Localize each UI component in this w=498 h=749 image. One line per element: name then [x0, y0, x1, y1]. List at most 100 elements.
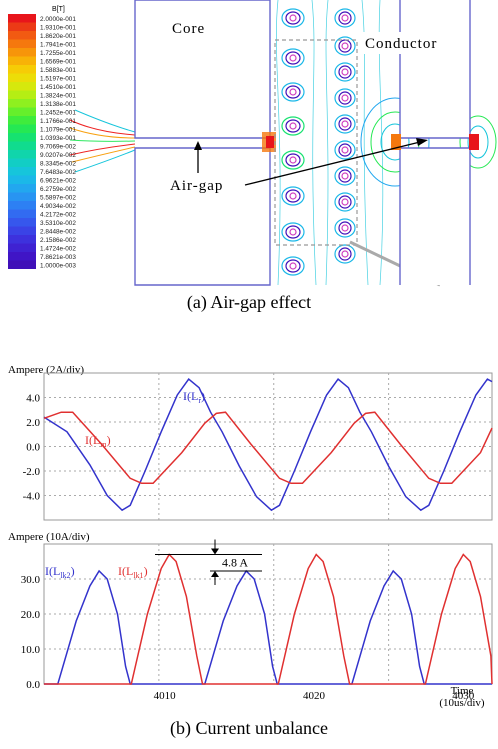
- legend-label: 3.5310e-002: [40, 220, 76, 227]
- legend-label: 2.8448e-002: [40, 229, 76, 236]
- label-airgap: Air-gap: [170, 178, 223, 194]
- legend-swatch: [8, 235, 36, 244]
- coil-region-dashed-box: [274, 39, 358, 246]
- y-tick-label: 30.0: [21, 574, 41, 586]
- coil-column-1: [281, 8, 305, 276]
- legend-label: 1.7255e-001: [40, 50, 76, 57]
- legend-label: 4.9034e-002: [40, 203, 76, 210]
- legend-label: 1.1766e-001: [40, 118, 76, 125]
- legend-label: 1.3824e-001: [40, 93, 76, 100]
- legend-swatch: [8, 39, 36, 48]
- legend-label: 6.9621e-002: [40, 178, 76, 185]
- y-tick-label: 0.0: [26, 442, 40, 454]
- y-tick-label: -2.0: [23, 466, 41, 478]
- x-tick-label: 4010: [154, 690, 177, 702]
- legend-label: 1.5883e-001: [40, 67, 76, 74]
- legend-label: 1.1079e-001: [40, 127, 76, 134]
- legend-swatch: [8, 116, 36, 125]
- series-label-sub: r: [198, 396, 201, 405]
- arrow-airgap-right: [244, 141, 421, 186]
- series-label-sub: lk2: [60, 571, 70, 580]
- label-conductor-bg: [362, 32, 458, 54]
- legend-label: 9.0207e-002: [40, 152, 76, 159]
- y-tick-label: 2.0: [26, 417, 40, 429]
- y-tick-label: 0.0: [26, 679, 40, 691]
- legend-label: 5.5897e-002: [40, 195, 76, 202]
- legend-label: 1.0393e-001: [40, 135, 76, 142]
- legend-swatch: [8, 124, 36, 133]
- legend-swatch: [8, 141, 36, 150]
- legend-title: B[T]: [52, 6, 65, 13]
- legend-label: 1.3138e-001: [40, 101, 76, 108]
- legend-swatch: [8, 184, 36, 193]
- field-contours-right: [360, 97, 497, 187]
- legend-swatch: [8, 150, 36, 159]
- legend-swatch: [8, 73, 36, 82]
- legend-swatch: [8, 167, 36, 176]
- field-contours-left: [69, 109, 136, 173]
- legend-swatch: [8, 22, 36, 31]
- series-label-lr: I(Lr): [183, 389, 205, 405]
- y-axis-label: Ampere (2A/div): [8, 365, 84, 376]
- x-tick-label: 4030: [452, 690, 475, 702]
- annotation-arrowhead-up: [211, 570, 219, 577]
- legend-label: 1.7941e-001: [40, 42, 76, 49]
- airgap-hotspot-right: [391, 134, 401, 150]
- legend-swatch: [8, 133, 36, 142]
- coil-column-2: [334, 8, 356, 264]
- caption-b: (b) Current unbalance: [170, 718, 328, 738]
- legend-label: 1.6569e-001: [40, 59, 76, 66]
- legend-swatch: [8, 82, 36, 91]
- legend-swatch: [8, 226, 36, 235]
- airgap-hotspot-left-core: [266, 136, 274, 148]
- legend-swatch: [8, 158, 36, 167]
- legend-swatch: [8, 107, 36, 116]
- arrowhead-airgap-up: [194, 141, 202, 150]
- series-label-main: I(L: [85, 433, 100, 447]
- caption-a: (a) Air-gap effect: [186, 292, 312, 312]
- legend-swatch: [8, 218, 36, 227]
- field-lines-coil-area: [276, 0, 384, 286]
- series-line-2: [43, 411, 493, 485]
- chart-lk-current: Ampere (10A/div) 30.0 20.0 10.0 0.0 4010 4020 4…: [8, 531, 493, 709]
- y-tick-label: 10.0: [21, 644, 41, 656]
- legend-swatch: [8, 65, 36, 74]
- legend-swatch: [8, 31, 36, 40]
- legend-label: 1.2452e-001: [40, 110, 76, 117]
- series-label-sub: lk1: [133, 571, 143, 580]
- legend-swatch: [8, 192, 36, 201]
- annotation-arrowhead-down: [211, 548, 219, 555]
- legend-label: 1.4724e-002: [40, 246, 76, 253]
- series-label-end: ): [107, 433, 111, 447]
- legend-label: 1.8620e-001: [40, 33, 76, 40]
- legend-swatch: [8, 175, 36, 184]
- series-label-lk2: I(Llk2): [45, 564, 75, 580]
- legend-swatch: [8, 56, 36, 65]
- series-label-end: ): [201, 389, 205, 403]
- core-left: [134, 0, 271, 286]
- label-core: Core: [172, 21, 205, 37]
- label-conductor: Conductor: [365, 36, 437, 52]
- series-label-lm: I(Lm): [85, 433, 111, 449]
- series-label-sub: m: [100, 440, 107, 449]
- y-tick-label: 20.0: [21, 609, 41, 621]
- x-axis-label: Time: [451, 685, 474, 697]
- legend-swatch: [8, 243, 36, 252]
- legend-label: 6.2759e-002: [40, 186, 76, 193]
- series-label-main: I(L: [183, 389, 198, 403]
- y-tick-label: 4.0: [26, 393, 40, 405]
- chart-lr-lm-current: Ampere (2A/div)4.02.00.0-2.0-4.0I(Lr)I(L…: [8, 365, 493, 521]
- legend-swatch: [8, 48, 36, 57]
- series-label-end: ): [144, 564, 148, 578]
- legend-label: 1.9310e-001: [40, 25, 76, 32]
- legend-swatch: [8, 209, 36, 218]
- x-axis-unit: (10us/div): [439, 697, 485, 709]
- series-label-main: I(L: [118, 564, 133, 578]
- legend-label: 2.1586e-002: [40, 237, 76, 244]
- legend-label: 9.7069e-002: [40, 144, 76, 151]
- x-tick-label: 4020: [303, 690, 326, 702]
- legend-swatch: [8, 99, 36, 108]
- y-tick-label: -4.0: [23, 491, 41, 503]
- y-axis-label: Ampere (10A/div): [8, 531, 90, 543]
